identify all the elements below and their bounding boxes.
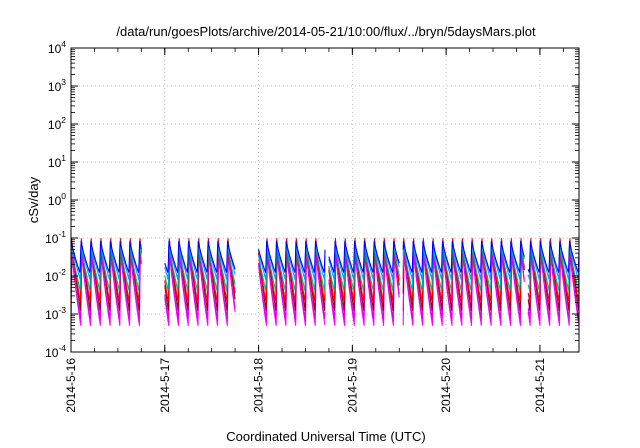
x-tick-label: 2014-5-21: [533, 358, 547, 413]
series-line: [70, 251, 580, 320]
y-tick-label: 103: [48, 77, 66, 94]
x-tick-label: 2014-5-16: [64, 358, 78, 413]
y-tick-label: 10-4: [45, 343, 66, 360]
y-tick-label: 100: [48, 191, 66, 208]
x-tick-label: 2014-5-20: [439, 358, 453, 413]
y-tick-label: 101: [48, 153, 66, 170]
x-tick-label: 2014-5-19: [345, 358, 359, 413]
y-tick-label: 10-3: [45, 305, 66, 322]
x-tick-label: 2014-5-17: [158, 358, 172, 413]
x-tick-label: 2014-5-18: [252, 358, 266, 413]
series-line: [70, 240, 580, 273]
ticks: 10-4 10-3 10-2 10-1 100 101 102 103 104 2014-5-16…: [45, 39, 579, 413]
series-layer: [70, 238, 580, 326]
y-tick-label: 10-2: [45, 267, 66, 284]
x-axis-label: Coordinated Universal Time (UTC): [226, 429, 425, 444]
y-tick-label: 10-1: [45, 229, 66, 246]
y-axis-label: cSv/day: [26, 176, 41, 223]
chart-title: /data/run/goesPlots/archive/2014-05-21/1…: [116, 24, 536, 39]
y-tick-label: 104: [48, 39, 66, 56]
grid: [71, 48, 579, 352]
y-tick-label: 102: [48, 115, 66, 132]
